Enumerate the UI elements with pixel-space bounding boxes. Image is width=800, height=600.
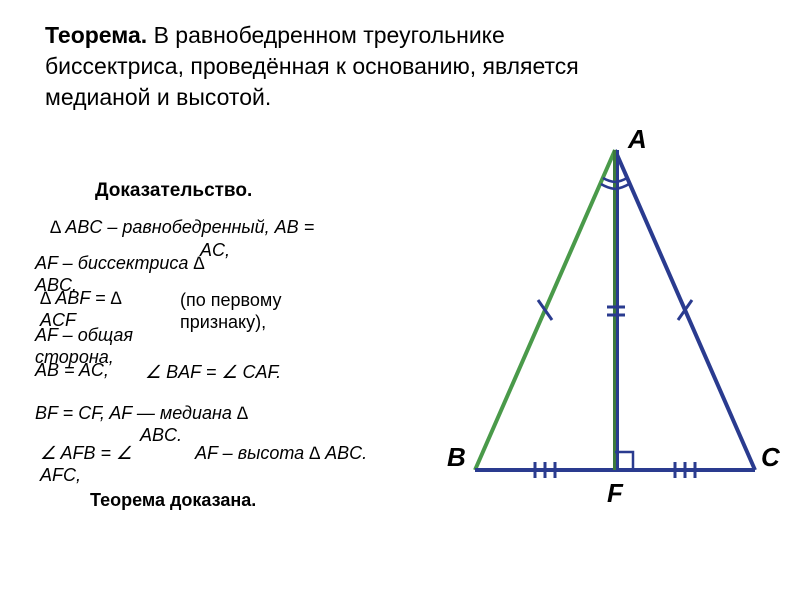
proof-line-6b: ABC. [140, 425, 182, 447]
vertex-label-a: A [628, 124, 647, 155]
proof-line-1b: AC, [200, 240, 230, 262]
proof-line-7c: AF – высота ∆ ABC. [195, 443, 375, 465]
proof-line-5b: ∠ BAF = ∠ CAF. [145, 362, 281, 384]
theorem-statement: Теорема. В равнобедренном треугольнике б… [45, 20, 645, 113]
proof-line-3a: ∆ ABF = ∆ [40, 288, 122, 310]
vertex-label-c: C [761, 442, 780, 473]
proof-line-5a: AB = AC, [35, 360, 109, 382]
proof-qed: Теорема доказана. [90, 490, 256, 512]
proof-title: Доказательство. [95, 180, 252, 202]
proof-line-6a: BF = CF, AF — медиана ∆ [35, 403, 248, 425]
proof-line-7a: ∠ AFB = ∠ [40, 443, 132, 465]
triangle-svg [445, 130, 785, 520]
proof-line-2a: AF – биссектриса ∆ [35, 253, 204, 275]
proof-line-1a: ∆ ABC – равнобедренный, AB = [50, 217, 314, 239]
triangle-figure: A B C F [445, 130, 785, 520]
vertex-label-b: B [447, 442, 466, 473]
theorem-title: Теорема. [45, 22, 147, 48]
proof-line-7b: AFC, [40, 465, 81, 487]
vertex-label-f: F [607, 478, 623, 509]
proof-line-3c: (по первому признаку), [180, 290, 330, 333]
proof-line-4a: AF – общая [35, 325, 133, 347]
